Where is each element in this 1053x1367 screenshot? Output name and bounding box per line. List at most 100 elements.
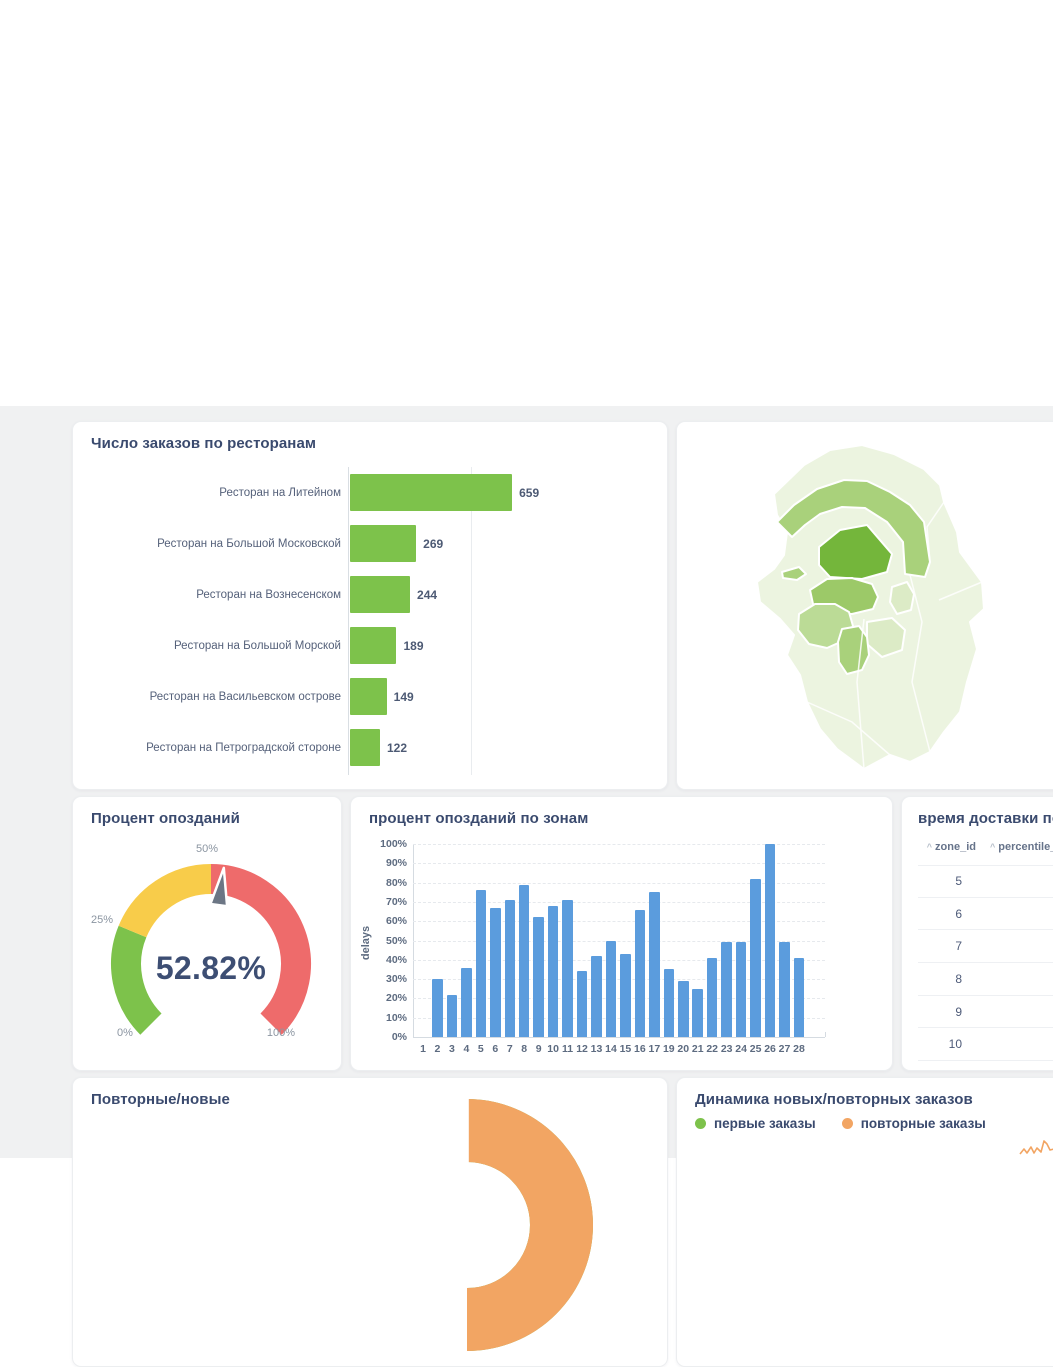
bar-category-label: Ресторан на Васильевском острове bbox=[149, 690, 341, 703]
bar-value-label: 244 bbox=[417, 587, 438, 602]
widget-zones-map bbox=[676, 421, 1053, 790]
x-tick-label: 12 bbox=[576, 1043, 588, 1055]
bar[interactable] bbox=[779, 942, 790, 1037]
bar[interactable] bbox=[764, 844, 776, 1037]
series-line-repeat-orders bbox=[1019, 1140, 1053, 1155]
restaurant-orders-bar-chart: Ресторан на Литейном 659 Ресторан на Больш… bbox=[73, 467, 667, 777]
x-tick-label: 21 bbox=[691, 1043, 704, 1055]
bar[interactable] bbox=[591, 955, 602, 1037]
gauge-tick-25: 25% bbox=[91, 914, 113, 926]
legend-item-first-orders[interactable]: первые заказы bbox=[695, 1116, 816, 1131]
sort-caret-icon: ^ bbox=[926, 842, 933, 852]
map-region-east-1[interactable] bbox=[889, 581, 915, 615]
y-tick-label: 0% bbox=[391, 1031, 407, 1043]
bar[interactable] bbox=[562, 899, 573, 1037]
bar[interactable] bbox=[490, 907, 501, 1037]
bar[interactable] bbox=[706, 957, 718, 1037]
bar[interactable] bbox=[605, 940, 617, 1037]
table-body: 5464768693104 bbox=[918, 865, 1053, 1062]
map-region-left-nub[interactable] bbox=[781, 566, 807, 581]
bar-row: Ресторан на Литейном 659 bbox=[73, 467, 667, 518]
cell-zone-id: 7 bbox=[955, 939, 962, 954]
widget-delivery-time-table: время доставки по ^zone_id ^percentile_2… bbox=[901, 796, 1053, 1071]
table-row[interactable]: 76 bbox=[918, 930, 1053, 964]
bar[interactable] bbox=[576, 971, 588, 1037]
bar[interactable] bbox=[793, 957, 805, 1037]
column-header-zone-id[interactable]: ^ zone_id bbox=[926, 841, 976, 853]
x-tick-label: 25 bbox=[749, 1043, 762, 1055]
bar-value-label: 122 bbox=[387, 740, 408, 755]
gauge-value: 52.82% bbox=[155, 950, 267, 986]
bar[interactable] bbox=[634, 909, 646, 1037]
bar[interactable] bbox=[350, 576, 411, 613]
gauge-needle bbox=[209, 866, 229, 908]
x-tick-label: 9 bbox=[535, 1043, 542, 1055]
legend-item-repeat-orders[interactable]: повторные заказы bbox=[841, 1116, 986, 1131]
bar[interactable] bbox=[350, 474, 513, 511]
bar[interactable] bbox=[461, 967, 472, 1037]
table-row[interactable]: 54 bbox=[918, 865, 1053, 898]
x-tick-label: 6 bbox=[492, 1043, 499, 1055]
cell-zone-id: 8 bbox=[955, 971, 962, 986]
legend-dot-orange-icon bbox=[841, 1118, 853, 1129]
cell-percentile: 4 bbox=[978, 1037, 1053, 1051]
bar-row: Ресторан на Большой Московской 269 bbox=[73, 518, 667, 569]
bar[interactable] bbox=[692, 988, 703, 1037]
bar[interactable] bbox=[678, 981, 689, 1037]
bar[interactable] bbox=[446, 994, 458, 1037]
bar[interactable] bbox=[547, 905, 559, 1037]
map-region-south[interactable] bbox=[837, 625, 870, 675]
map-region-band[interactable] bbox=[776, 479, 931, 578]
gauge-chart: 50% 25% 0% 100% bbox=[91, 843, 311, 1039]
bar[interactable] bbox=[350, 729, 380, 766]
table-row[interactable]: 64 bbox=[918, 898, 1053, 931]
bar[interactable] bbox=[518, 884, 530, 1037]
table-row[interactable]: 10 4 bbox=[918, 1028, 1053, 1062]
bar[interactable] bbox=[533, 917, 544, 1037]
x-axis-line bbox=[413, 1037, 825, 1038]
gauge-segment-red[interactable] bbox=[210, 864, 311, 1035]
gridline bbox=[413, 863, 825, 865]
gridline bbox=[413, 979, 825, 981]
gauge-segment-yellow[interactable] bbox=[118, 864, 212, 938]
donut-slice-orange[interactable] bbox=[465, 1099, 593, 1351]
bar[interactable] bbox=[350, 627, 397, 664]
bar[interactable] bbox=[350, 678, 387, 715]
gauge-segment-green[interactable] bbox=[111, 925, 162, 1035]
map-region-center-dark[interactable] bbox=[818, 524, 893, 580]
x-tick-label: 17 bbox=[648, 1043, 661, 1055]
cell-zone-id: 5 bbox=[955, 874, 962, 889]
widget-delay-gauge: Процент опозданий 50% 25% 0% 100% 52.82% bbox=[72, 796, 342, 1071]
table-row[interactable]: 93 bbox=[918, 996, 1053, 1029]
bar[interactable] bbox=[649, 892, 660, 1037]
legend-dot-green-icon bbox=[695, 1118, 706, 1129]
gridline bbox=[413, 921, 825, 923]
gridline bbox=[413, 901, 825, 903]
donut-slice-divider bbox=[465, 1092, 469, 1170]
y-tick-label: 80% bbox=[385, 876, 407, 889]
y-axis-line bbox=[348, 467, 349, 775]
bar[interactable] bbox=[350, 525, 417, 562]
bar[interactable] bbox=[663, 969, 675, 1037]
cell-percentile: 4 bbox=[978, 874, 1053, 888]
bar-category-label: Ресторан на Петроградской стороне bbox=[146, 741, 341, 754]
bar-category-label: Ресторан на Большой Морской bbox=[174, 639, 341, 652]
bar[interactable] bbox=[432, 979, 443, 1037]
y-tick-label: 20% bbox=[385, 992, 407, 1005]
column-header-percentile[interactable]: ^percentile_2 bbox=[990, 841, 1053, 853]
bar[interactable] bbox=[735, 942, 747, 1037]
x-tick-label: 16 bbox=[634, 1043, 646, 1055]
x-tick-label: 11 bbox=[562, 1043, 574, 1055]
bar[interactable] bbox=[504, 899, 515, 1037]
bar[interactable] bbox=[620, 954, 631, 1037]
x-tick-label: 26 bbox=[764, 1043, 776, 1055]
bar[interactable] bbox=[475, 890, 487, 1037]
widget-title: Динамика новых/повторных заказов bbox=[695, 1091, 973, 1108]
bar-value-label: 189 bbox=[403, 638, 424, 653]
bar[interactable] bbox=[721, 942, 732, 1037]
sort-caret-icon: ^ bbox=[990, 842, 996, 852]
table-row[interactable]: 86 bbox=[918, 963, 1053, 996]
x-tick-label: 7 bbox=[506, 1043, 513, 1055]
bar[interactable] bbox=[750, 878, 761, 1037]
y-tick-label: 30% bbox=[385, 973, 407, 986]
